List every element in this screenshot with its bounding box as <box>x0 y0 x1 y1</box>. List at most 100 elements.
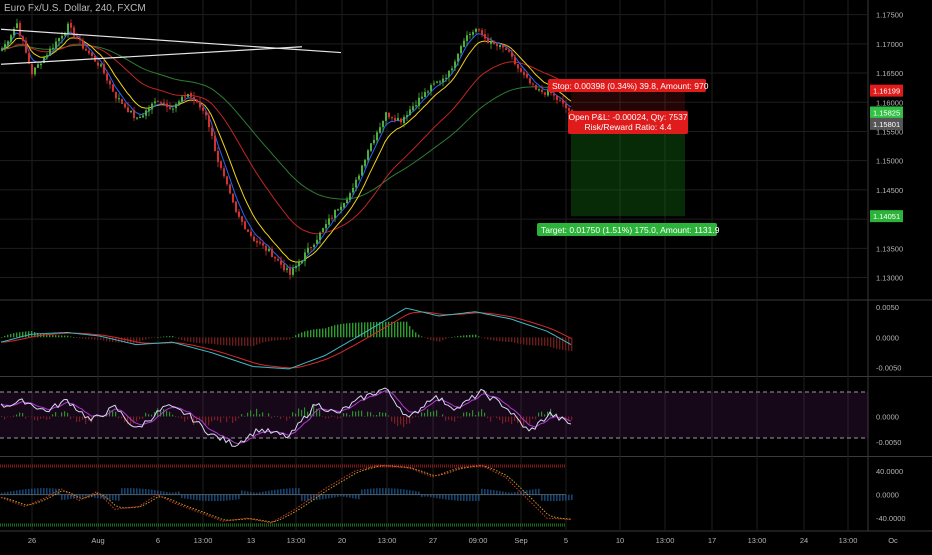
candle-up <box>454 61 456 69</box>
candle-down <box>511 52 513 57</box>
oscillator-histogram-bar <box>376 414 378 417</box>
candle-up <box>7 41 9 45</box>
stoch-histogram-bar <box>391 488 393 495</box>
candle-up <box>355 179 357 188</box>
oscillator-histogram-bar <box>181 416 183 419</box>
oscillator-histogram-bar <box>145 412 147 417</box>
stoch-histogram-bar <box>562 494 564 501</box>
stoch-histogram-bar <box>217 494 219 502</box>
macd-histogram-bar <box>361 322 363 338</box>
stoch-histogram-bar <box>160 491 162 495</box>
stop-zone <box>571 90 685 114</box>
stoch-histogram-bar <box>460 494 462 501</box>
macd-histogram-bar <box>232 337 234 346</box>
stoch-histogram-bar <box>568 494 570 501</box>
stoch-histogram-bar <box>25 489 27 495</box>
candle-down <box>205 111 207 116</box>
macd-histogram-bar <box>238 337 240 346</box>
macd-histogram-bar <box>385 321 387 338</box>
stoch-histogram-bar <box>181 494 183 499</box>
stoch-histogram-bar <box>103 494 105 500</box>
stoch-histogram-bar <box>82 494 84 498</box>
macd-histogram-bar <box>319 328 321 338</box>
oscillator-histogram-bar <box>1 416 3 417</box>
oscillator-histogram-bar <box>361 410 363 417</box>
oscillator-histogram-bar <box>25 416 27 419</box>
candle-up <box>382 120 384 128</box>
macd-histogram-bar <box>1 337 3 338</box>
macd-histogram-bar <box>244 337 246 346</box>
stoch-histogram-bar <box>355 494 357 499</box>
candle-down <box>109 80 111 85</box>
candle-up <box>46 55 48 58</box>
stoch-histogram-bar <box>421 494 423 498</box>
oscillator-histogram-bar <box>67 412 69 417</box>
candle-down <box>79 38 81 40</box>
candle-up <box>427 91 429 93</box>
price-axis-tick: 1.17500 <box>876 11 903 20</box>
macd-histogram-bar <box>268 337 270 342</box>
stoch-histogram-bar <box>559 494 561 501</box>
stoch-histogram-bar <box>70 494 72 499</box>
stoch-histogram-bar <box>289 488 291 495</box>
macd-histogram-bar <box>49 334 51 338</box>
macd-histogram-bar <box>373 322 375 338</box>
oscillator-histogram-bar <box>385 412 387 417</box>
macd-histogram-bar <box>7 334 9 338</box>
macd-histogram-bar <box>337 324 339 338</box>
macd-histogram-bar <box>526 337 528 345</box>
macd-histogram-bar <box>79 337 81 339</box>
stoch-histogram-bar <box>553 494 555 502</box>
stoch-histogram-bar <box>319 494 321 500</box>
macd-histogram-bar <box>211 337 213 344</box>
candle-up <box>292 268 294 275</box>
stop-price-badge: 1.16199 <box>873 87 900 96</box>
stoch-histogram-bar <box>193 494 195 500</box>
current-price-badge: 1.15825 <box>873 108 900 117</box>
stoch-axis-tick: -40.0000 <box>876 514 906 523</box>
macd-histogram-bar <box>547 337 549 346</box>
oscillator-histogram-bar <box>490 416 492 422</box>
stoch-histogram-bar <box>106 494 108 500</box>
candle-up <box>379 127 381 133</box>
stoch-histogram-bar <box>442 494 444 500</box>
oscillator-histogram-bar <box>274 416 276 417</box>
macd-histogram-bar <box>187 337 189 342</box>
macd-histogram-bar <box>391 321 393 338</box>
macd-histogram-bar <box>541 337 543 346</box>
candle-up <box>145 110 147 116</box>
macd-histogram-bar <box>259 337 261 344</box>
stoch-histogram-bar <box>394 488 396 495</box>
stoch-histogram-bar <box>133 488 135 495</box>
stoch-histogram-bar <box>313 494 315 501</box>
candle-down <box>274 256 276 259</box>
candle-up <box>142 115 144 118</box>
macd-histogram-bar <box>325 328 327 338</box>
candle-down <box>169 107 171 109</box>
macd-histogram-bar <box>568 337 570 351</box>
stoch-axis-tick: 40.0000 <box>876 467 903 476</box>
stoch-histogram-bar <box>376 488 378 495</box>
oscillator-histogram-bar <box>334 416 336 418</box>
macd-histogram-bar <box>160 336 162 338</box>
stoch-histogram-bar <box>448 494 450 500</box>
candle-up <box>337 209 339 211</box>
stoch-histogram-bar <box>163 491 165 495</box>
stoch-histogram-bar <box>523 490 525 495</box>
oscillator-histogram-bar <box>232 416 234 423</box>
oscillator-histogram-bar <box>349 415 351 417</box>
macd-histogram-bar <box>481 337 483 338</box>
macd-histogram-bar <box>172 336 174 338</box>
macd-histogram-bar <box>529 337 531 346</box>
candle-down <box>571 110 573 112</box>
stoch-histogram-bar <box>388 488 390 495</box>
stoch-histogram-bar <box>424 494 426 497</box>
oscillator-histogram-bar <box>565 416 567 419</box>
stoch-histogram-bar <box>175 492 177 495</box>
stoch-histogram-bar <box>37 488 39 495</box>
stoch-histogram-bar <box>343 494 345 497</box>
oscillator-histogram-bar <box>247 412 249 417</box>
oscillator-histogram-bar <box>136 416 138 422</box>
stoch-histogram-bar <box>538 488 540 495</box>
